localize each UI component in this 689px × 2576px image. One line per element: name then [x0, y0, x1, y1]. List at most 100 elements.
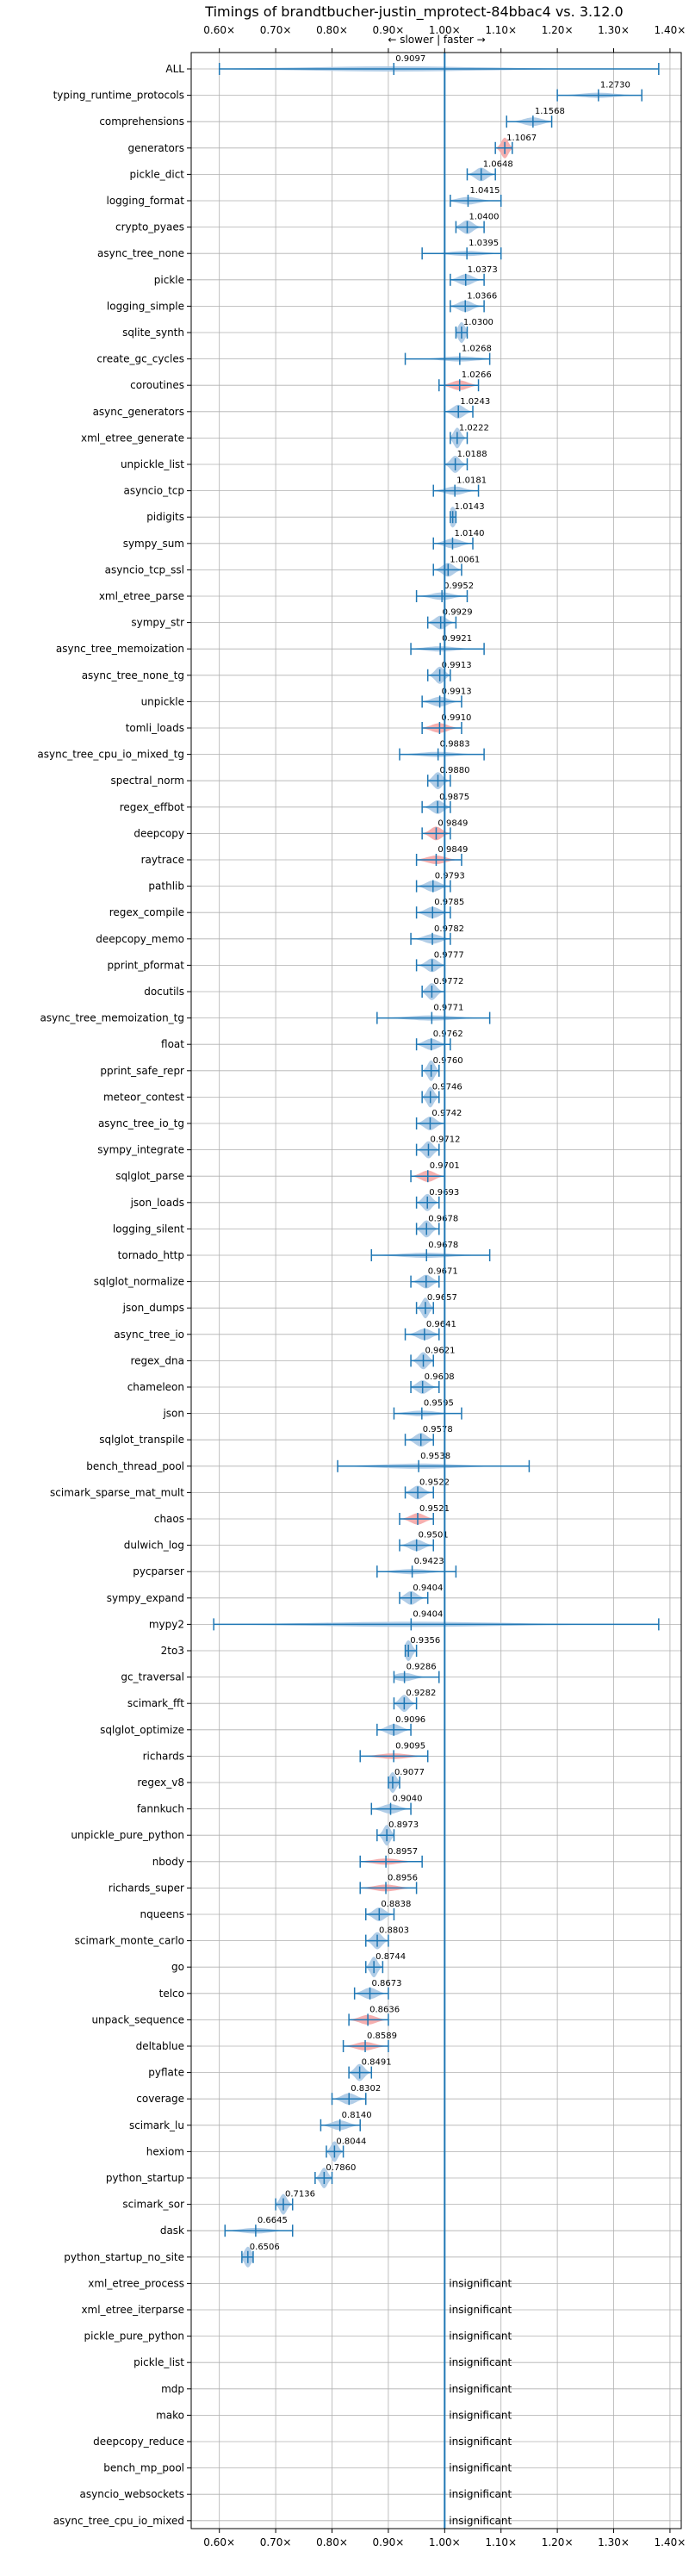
- benchmark-label: scimark_lu: [129, 2119, 184, 2131]
- benchmark-label: xml_etree_iterparse: [81, 2304, 184, 2316]
- benchmark-label: sympy_sum: [123, 538, 184, 550]
- x-tick-label-bottom: 1.00×: [429, 2536, 461, 2548]
- value-label: 1.0140: [454, 529, 484, 538]
- value-label: 0.9913: [442, 661, 472, 670]
- value-label: 0.9578: [423, 1425, 453, 1434]
- value-label: 0.9286: [407, 1663, 437, 1672]
- value-label: 0.9913: [442, 687, 472, 696]
- x-tick-label-top: 1.30×: [598, 24, 630, 36]
- value-label: 0.9097: [395, 54, 425, 64]
- value-label: 0.9608: [425, 1372, 455, 1382]
- benchmark-label: richards: [143, 1750, 184, 1762]
- grid: [191, 53, 681, 2529]
- benchmark-label: unpickle_pure_python: [71, 1829, 184, 1841]
- benchmark-label: xml_etree_generate: [81, 432, 184, 444]
- benchmark-label: 2to3: [161, 1645, 184, 1657]
- x-tick-label-bottom: 0.80×: [316, 2536, 348, 2548]
- benchmark-label: chaos: [154, 1513, 184, 1525]
- value-label: 0.9849: [438, 818, 468, 828]
- benchmark-label: regex_effbot: [120, 801, 185, 813]
- benchmark-label: spectral_norm: [110, 775, 184, 787]
- value-label: 0.9771: [433, 1004, 463, 1013]
- benchmark-label: telco: [159, 1988, 184, 2000]
- benchmark-label: json_dumps: [122, 1302, 184, 1314]
- value-label: 0.9678: [428, 1241, 458, 1250]
- value-label: 1.1568: [535, 107, 565, 116]
- value-label: 0.9777: [434, 950, 464, 960]
- value-label: 0.9621: [425, 1346, 456, 1355]
- insignificant-label: insignificant: [449, 2277, 512, 2289]
- benchmark-label: scimark_sor: [122, 2199, 184, 2211]
- benchmark-label: pprint_safe_repr: [100, 1065, 184, 1077]
- value-label: 0.9782: [434, 924, 464, 934]
- value-label: 0.9522: [419, 1478, 450, 1487]
- value-label: 0.9875: [439, 793, 469, 802]
- benchmark-label: async_generators: [93, 406, 184, 418]
- value-label: 1.2730: [600, 81, 630, 90]
- value-label: 0.9883: [440, 740, 470, 750]
- value-label: 0.9423: [414, 1557, 444, 1566]
- benchmark-label: pickle: [154, 274, 184, 286]
- insignificant-label: insignificant: [449, 2488, 512, 2500]
- value-label: 0.8491: [362, 2058, 392, 2068]
- value-label: 0.9040: [393, 1795, 423, 1804]
- benchmark-label: python_startup_no_site: [64, 2251, 184, 2263]
- benchmark-label: gc_traversal: [121, 1671, 184, 1683]
- x-tick-label-bottom: 1.30×: [598, 2536, 630, 2548]
- insignificant-label: insignificant: [449, 2330, 512, 2343]
- benchmark-label: logging_simple: [107, 300, 184, 312]
- benchmark-label: logging_silent: [113, 1223, 184, 1235]
- value-label: 0.8140: [342, 2111, 372, 2120]
- value-label: 0.6506: [250, 2243, 280, 2252]
- value-label: 1.0415: [469, 186, 500, 196]
- benchmark-label: pickle_dict: [130, 168, 185, 180]
- benchmark-label: sympy_integrate: [97, 1144, 184, 1156]
- value-label: 1.1067: [506, 134, 537, 143]
- benchmark-label: tornado_http: [118, 1249, 184, 1261]
- value-label: 0.8838: [381, 1900, 411, 1909]
- value-label: 0.9641: [426, 1320, 456, 1329]
- benchmark-label: pycparser: [133, 1565, 184, 1577]
- insignificant-label: insignificant: [449, 2383, 512, 2395]
- benchmark-label: logging_format: [106, 195, 184, 207]
- benchmark-label: nqueens: [140, 1908, 184, 1920]
- benchmark-label: sqlite_synth: [122, 327, 184, 339]
- benchmark-label: async_tree_io_tg: [98, 1117, 184, 1129]
- benchmark-label: asyncio_tcp: [123, 485, 184, 497]
- insignificant-label: insignificant: [449, 2436, 512, 2448]
- value-label: 1.0061: [450, 555, 480, 564]
- benchmark-label: raytrace: [141, 854, 184, 866]
- value-label: 0.9501: [419, 1531, 449, 1540]
- benchmark-label: regex_dna: [130, 1354, 184, 1366]
- x-tick-label-top: 0.60×: [203, 24, 235, 36]
- benchmark-label: sympy_expand: [107, 1592, 184, 1604]
- value-label: 0.9785: [434, 898, 464, 907]
- benchmark-label: comprehensions: [99, 115, 184, 128]
- direction-label: ← slower | faster →: [388, 34, 485, 46]
- value-label: 1.0648: [483, 159, 513, 169]
- value-label: 0.9678: [428, 1214, 458, 1223]
- benchmark-label: pathlib: [148, 880, 184, 893]
- value-label: 0.6645: [258, 2216, 288, 2225]
- value-label: 0.8744: [376, 1952, 406, 1962]
- x-tick-label-top: 1.40×: [655, 24, 686, 36]
- benchmark-label: chameleon: [127, 1381, 184, 1393]
- bottom-axis-ticks: 0.60× 0.70× 0.80× 0.90× 1.00× 1.10× 1.20× 1.30×…: [203, 2529, 686, 2548]
- benchmark-label: go: [171, 1961, 184, 1973]
- benchmark-label: pickle_pure_python: [84, 2330, 184, 2343]
- benchmark-label: float: [161, 1038, 184, 1050]
- benchmark-label: unpickle_list: [121, 458, 184, 470]
- benchmark-label: json: [162, 1408, 184, 1420]
- x-tick-label-bottom: 1.20×: [542, 2536, 574, 2548]
- value-label: 0.8044: [336, 2137, 366, 2146]
- value-label: 0.9538: [420, 1452, 450, 1461]
- benchmark-label: scimark_monte_carlo: [75, 1935, 184, 1947]
- benchmark-label: sympy_str: [131, 617, 184, 629]
- value-label: 0.9910: [441, 713, 471, 723]
- value-label: 1.0395: [469, 239, 499, 248]
- value-label: 0.9404: [413, 1609, 443, 1619]
- benchmark-label: deepcopy_reduce: [93, 2436, 184, 2448]
- benchmark-label: dulwich_log: [124, 1540, 184, 1552]
- benchmark-label: nbody: [152, 1856, 184, 1868]
- benchmark-label: coroutines: [130, 379, 184, 391]
